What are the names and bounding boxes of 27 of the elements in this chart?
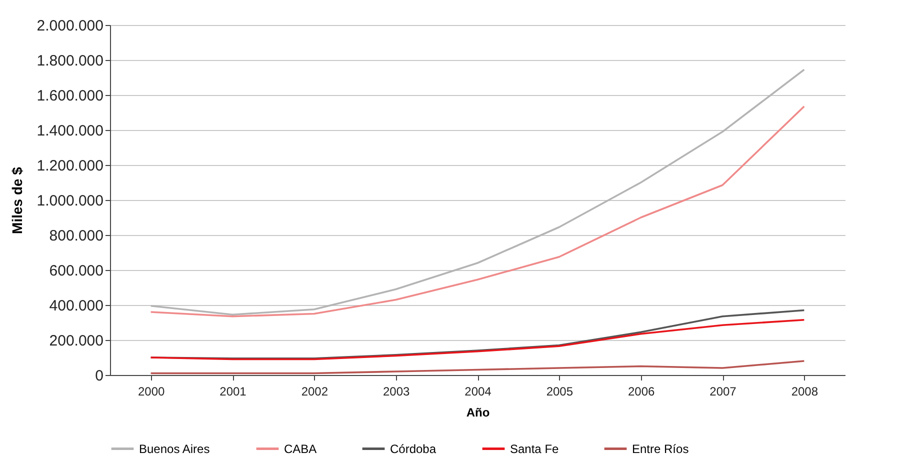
legend-label: Entre Ríos — [632, 442, 689, 456]
y-tick-label: 2.000.000 — [36, 18, 104, 34]
y-tick-label: 0 — [95, 368, 104, 384]
y-tick-label: 600.000 — [49, 262, 104, 280]
y-tick-label: 1.600.000 — [36, 88, 104, 104]
y-tick-label: 200.000 — [49, 332, 104, 350]
x-tick-label: 2002 — [301, 384, 328, 398]
y-tick-label: 1.400.000 — [36, 122, 104, 140]
y-tick-label: 400.000 — [49, 298, 104, 314]
x-tick-label: 2000 — [138, 384, 166, 398]
x-tick-label: 2001 — [220, 384, 247, 398]
y-tick-label: 1.200.000 — [36, 158, 104, 174]
y-tick-label: 800.000 — [49, 228, 104, 244]
y-tick-label: 1.800.000 — [36, 52, 104, 70]
legend-label: Córdoba — [390, 442, 436, 456]
x-tick-label: 2007 — [710, 384, 737, 398]
legend-label: Santa Fe — [510, 442, 560, 456]
x-tick-label: 2004 — [464, 384, 492, 398]
x-tick-label: 2006 — [628, 384, 656, 398]
y-tick-label: 1.000.000 — [36, 192, 104, 210]
y-axis-title: Miles de $ — [8, 166, 25, 234]
legend-label: Buenos Aires — [139, 442, 210, 456]
legend-label: CABA — [284, 442, 317, 456]
x-tick-label: 2008 — [791, 384, 818, 398]
x-tick-label: 2003 — [382, 384, 410, 398]
x-tick-label: 2005 — [546, 384, 574, 398]
x-axis-title: Año — [466, 406, 490, 420]
